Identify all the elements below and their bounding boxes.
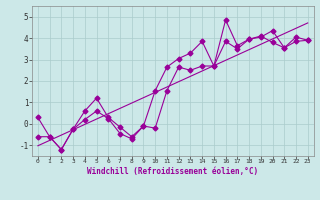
X-axis label: Windchill (Refroidissement éolien,°C): Windchill (Refroidissement éolien,°C) bbox=[87, 167, 258, 176]
